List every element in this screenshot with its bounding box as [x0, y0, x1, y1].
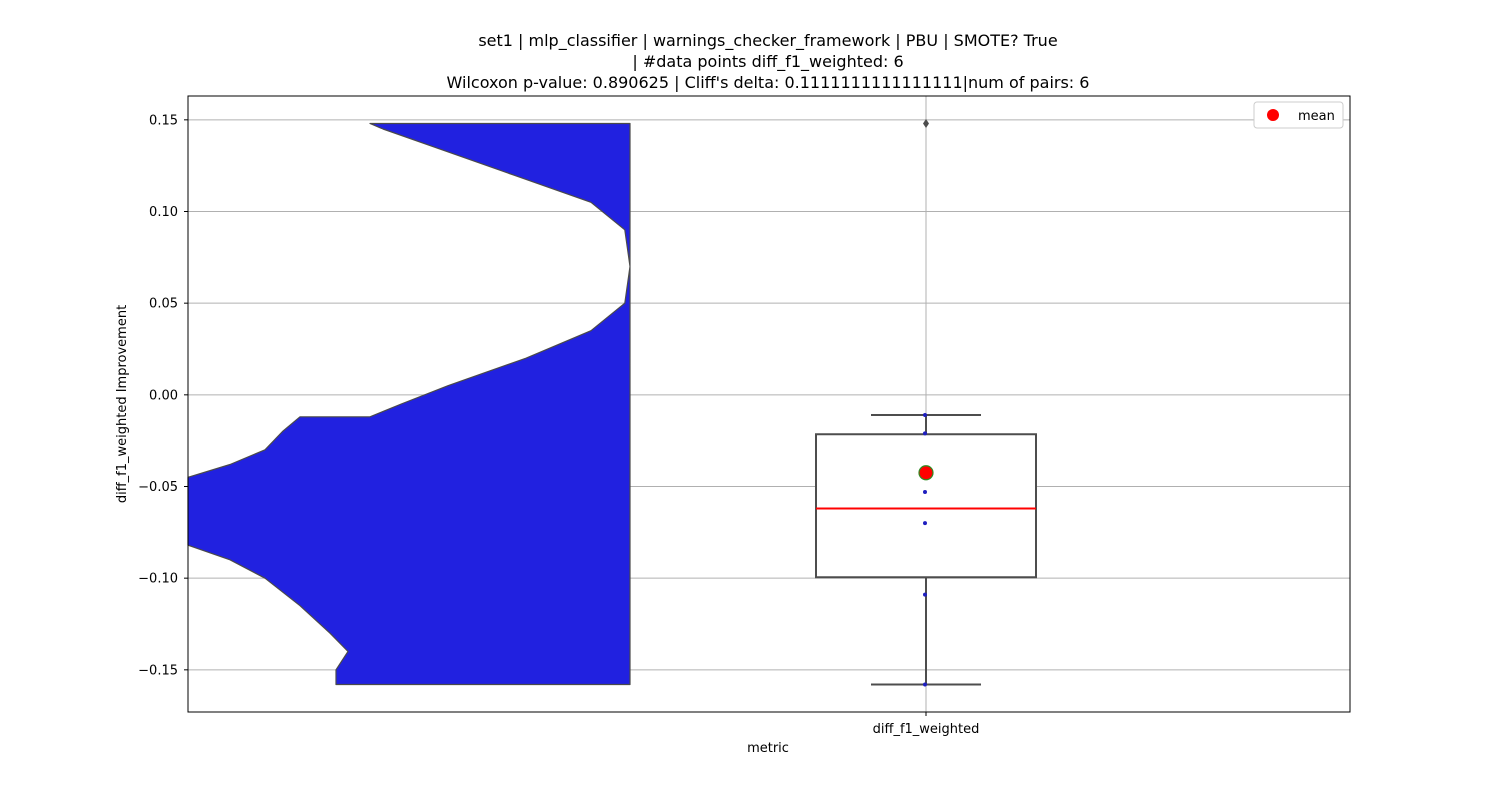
y-tick-label: 0.05 — [149, 297, 178, 312]
data-point — [923, 413, 927, 417]
data-point — [923, 521, 927, 526]
title-line-1: set1 | mlp_classifier | warnings_checker… — [478, 31, 1057, 51]
ticks-layer: 0.15 0.10 0.05 0.00 −0.05 −0.10 −0.15 diff_f1_w… — [138, 113, 979, 737]
data-point — [923, 682, 927, 687]
violin-body — [187, 122, 631, 686]
y-tick-label: 0.15 — [149, 113, 178, 128]
legend-mean-marker — [1267, 109, 1279, 121]
box-iqr — [815, 433, 1037, 579]
data-point — [923, 431, 927, 436]
outlier-point — [923, 119, 929, 128]
data-point — [923, 490, 927, 494]
legend-mean-label: mean — [1298, 109, 1335, 124]
legend: mean — [1253, 101, 1344, 129]
x-tick-label: diff_f1_weighted — [873, 722, 980, 737]
y-tick-label: 0.10 — [149, 205, 178, 220]
box-layer — [815, 119, 1037, 687]
y-tick-label: 0.00 — [149, 388, 178, 403]
title-line-2: | #data points diff_f1_weighted: 6 — [632, 52, 903, 72]
y-tick-label: −0.10 — [138, 572, 178, 587]
plot-frame — [187, 95, 1351, 713]
mean-marker — [918, 465, 934, 481]
y-tick-label: −0.05 — [138, 480, 178, 495]
y-tick-label: −0.15 — [138, 663, 178, 678]
chart-title: set1 | mlp_classifier | warnings_checker… — [447, 31, 1090, 92]
y-axis-label: diff_f1_weighted Improvement — [115, 305, 130, 503]
violin-layer — [187, 122, 631, 686]
x-axis-label: metric — [747, 741, 789, 756]
title-line-3: Wilcoxon p-value: 0.890625 | Cliff's del… — [447, 73, 1090, 92]
data-point — [923, 592, 927, 597]
legend-box — [1253, 101, 1344, 129]
